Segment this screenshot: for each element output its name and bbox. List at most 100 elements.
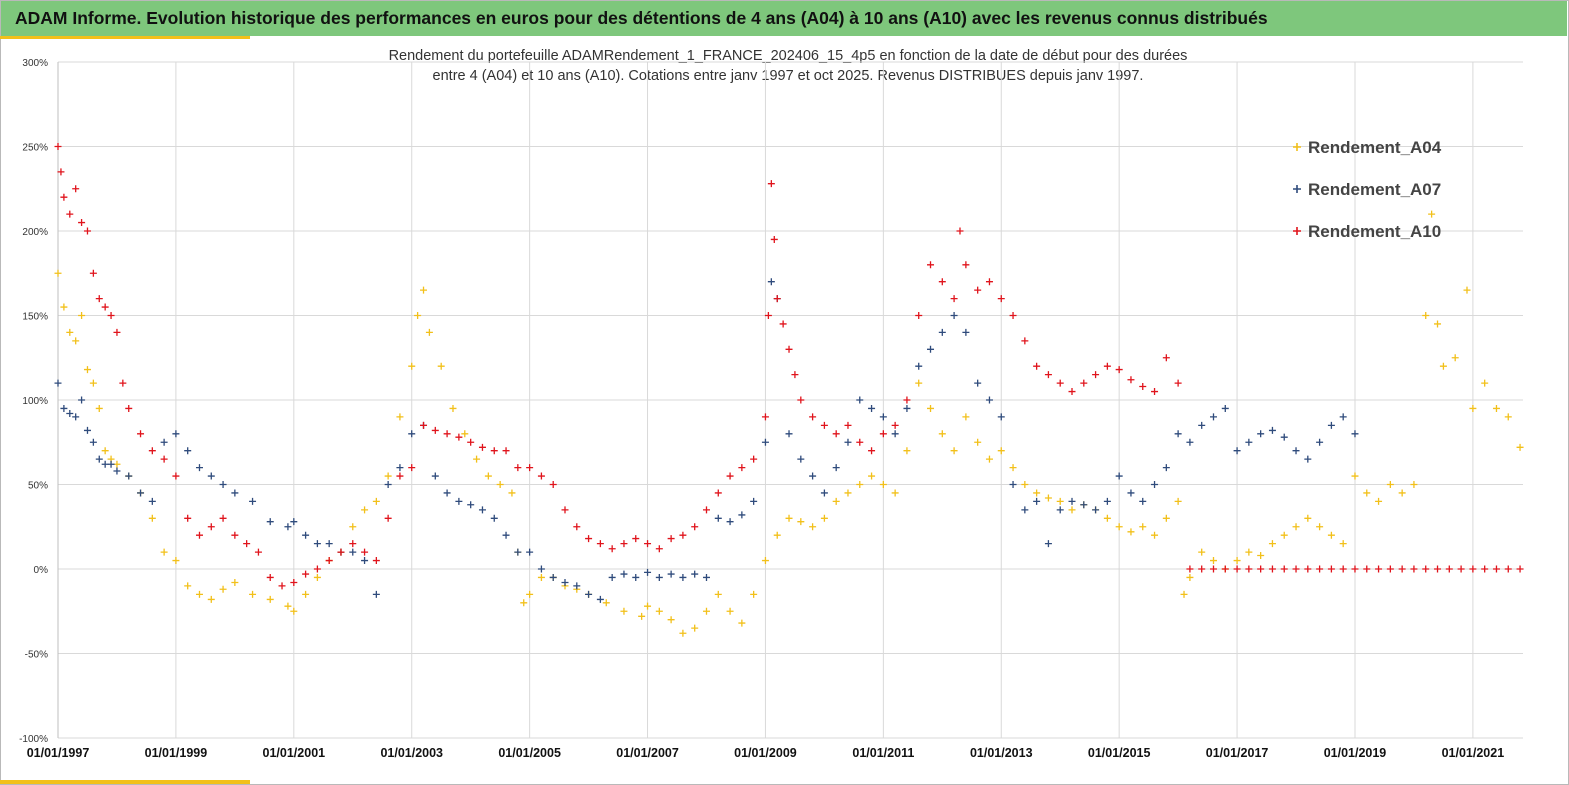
- data-point: [231, 531, 239, 539]
- x-tick-label: 01/01/2015: [1088, 746, 1151, 760]
- legend-marker: [1293, 227, 1301, 235]
- data-point: [1092, 506, 1100, 514]
- data-point: [1162, 354, 1170, 362]
- data-point: [974, 379, 982, 387]
- legend-label: Rendement_A04: [1308, 138, 1442, 157]
- data-point: [655, 607, 663, 615]
- data-point: [160, 438, 168, 446]
- data-point: [561, 506, 569, 514]
- data-point: [1339, 565, 1347, 573]
- data-point: [573, 523, 581, 531]
- data-point: [266, 595, 274, 603]
- data-point: [950, 295, 958, 303]
- data-point: [302, 531, 310, 539]
- data-point: [83, 227, 91, 235]
- data-point: [148, 447, 156, 455]
- data-point: [1363, 565, 1371, 573]
- data-point: [313, 573, 321, 581]
- y-tick-label: -50%: [25, 650, 48, 661]
- data-point: [461, 430, 469, 438]
- data-point: [985, 278, 993, 286]
- data-point: [420, 286, 428, 294]
- data-point: [868, 472, 876, 480]
- data-point: [1280, 433, 1288, 441]
- data-point: [113, 460, 121, 468]
- data-point: [290, 579, 298, 587]
- data-point: [66, 410, 74, 418]
- data-point: [1351, 472, 1359, 480]
- data-point: [160, 455, 168, 463]
- data-point: [1257, 565, 1265, 573]
- data-point: [655, 545, 663, 553]
- data-point: [1245, 438, 1253, 446]
- data-point: [832, 497, 840, 505]
- data-point: [1516, 565, 1524, 573]
- data-point: [585, 535, 593, 543]
- data-point: [83, 366, 91, 374]
- data-point: [284, 523, 292, 531]
- data-point: [537, 565, 545, 573]
- data-point: [764, 312, 772, 319]
- data-point: [620, 607, 628, 615]
- data-point: [667, 616, 675, 624]
- data-point: [1044, 540, 1052, 548]
- data-point: [1481, 565, 1489, 573]
- data-point: [449, 404, 457, 412]
- data-point: [1092, 371, 1100, 379]
- data-point: [478, 443, 486, 451]
- data-point: [1186, 565, 1194, 573]
- data-point: [879, 430, 887, 438]
- data-point: [761, 557, 769, 565]
- data-point: [372, 557, 380, 565]
- data-point: [95, 455, 103, 463]
- data-point: [72, 337, 80, 345]
- data-point: [1162, 514, 1170, 522]
- data-point: [349, 548, 357, 556]
- data-point: [95, 295, 103, 303]
- data-point: [408, 362, 416, 370]
- data-point: [1198, 548, 1206, 556]
- data-point: [1174, 379, 1182, 387]
- data-point: [1292, 447, 1300, 455]
- data-point: [60, 404, 68, 412]
- data-point: [750, 455, 758, 463]
- data-point: [420, 421, 428, 429]
- data-point: [384, 481, 392, 488]
- accent-bar-top: [0, 36, 250, 39]
- data-point: [207, 523, 215, 531]
- y-tick-label: 100%: [22, 396, 48, 407]
- data-point: [107, 312, 115, 319]
- data-point: [349, 523, 357, 531]
- x-tick-label: 01/01/2001: [263, 746, 326, 760]
- data-point: [467, 501, 475, 509]
- data-point: [467, 438, 475, 446]
- data-point: [679, 629, 687, 637]
- data-point: [89, 379, 97, 387]
- data-point: [809, 413, 817, 421]
- page-title: ADAM Informe. Evolution historique des p…: [1, 1, 1567, 36]
- data-point: [1422, 565, 1430, 573]
- data-point: [1398, 565, 1406, 573]
- data-point: [1504, 413, 1512, 421]
- legend-label: Rendement_A07: [1308, 180, 1441, 199]
- x-tick-label: 01/01/2003: [380, 746, 443, 760]
- data-point: [1439, 362, 1447, 370]
- data-point: [1127, 376, 1135, 384]
- data-point: [549, 573, 557, 581]
- data-point: [644, 540, 652, 548]
- data-point: [761, 438, 769, 446]
- x-tick-label: 01/01/2007: [616, 746, 679, 760]
- data-point: [496, 481, 504, 488]
- data-point: [585, 590, 593, 598]
- data-point: [207, 472, 215, 480]
- data-point: [231, 579, 239, 587]
- x-tick-label: 01/01/1997: [27, 746, 90, 760]
- data-point: [1292, 523, 1300, 531]
- data-point: [938, 278, 946, 286]
- data-point: [1434, 565, 1442, 573]
- data-point: [313, 540, 321, 548]
- data-point: [1327, 565, 1335, 573]
- data-point: [396, 472, 404, 480]
- data-point: [249, 590, 257, 598]
- data-point: [54, 269, 62, 277]
